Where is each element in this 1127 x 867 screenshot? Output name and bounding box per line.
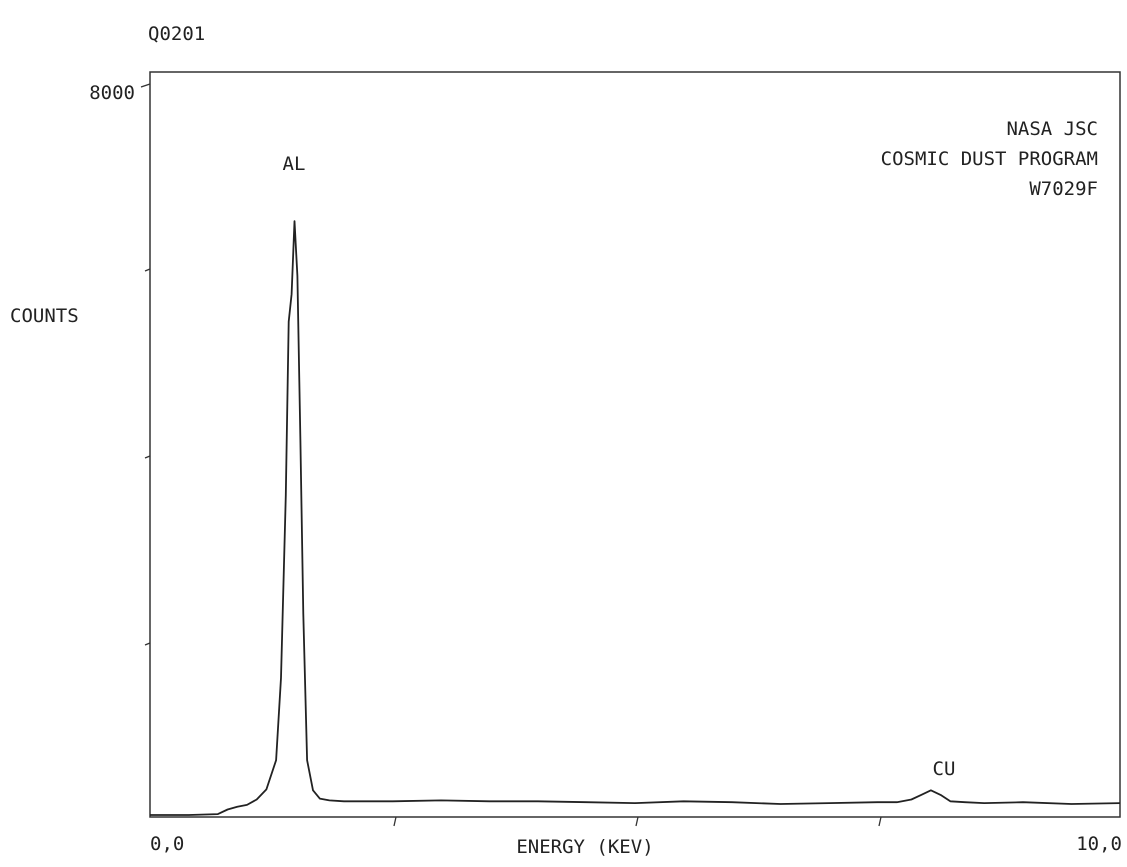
x-tick-2 bbox=[393, 816, 397, 827]
x-min-tick-label: 0,0 bbox=[150, 833, 184, 855]
x-tick-7 bbox=[878, 816, 882, 827]
sample-id-label: Q0201 bbox=[148, 23, 205, 45]
peak-label-cu: CU bbox=[933, 758, 956, 780]
y-max-tick-label: 8000 bbox=[89, 82, 135, 104]
annotation-line-2: COSMIC DUST PROGRAM bbox=[881, 148, 1098, 170]
plot-frame bbox=[149, 71, 1121, 818]
peak-label-al: AL bbox=[283, 153, 306, 175]
y-tick-4000 bbox=[144, 455, 151, 459]
y-tick-8000 bbox=[140, 83, 151, 88]
x-tick-5 bbox=[635, 816, 639, 827]
spectrum-line bbox=[150, 220, 1121, 816]
x-axis-label: ENERGY (KEV) bbox=[516, 836, 653, 858]
x-max-tick-label: 10,0 bbox=[1076, 833, 1122, 855]
y-axis-label: COUNTS bbox=[10, 305, 79, 327]
y-tick-6000 bbox=[144, 268, 151, 272]
annotation-line-3: W7029F bbox=[1029, 178, 1098, 200]
annotation-line-1: NASA JSC bbox=[1006, 118, 1098, 140]
y-tick-2000 bbox=[144, 642, 151, 646]
